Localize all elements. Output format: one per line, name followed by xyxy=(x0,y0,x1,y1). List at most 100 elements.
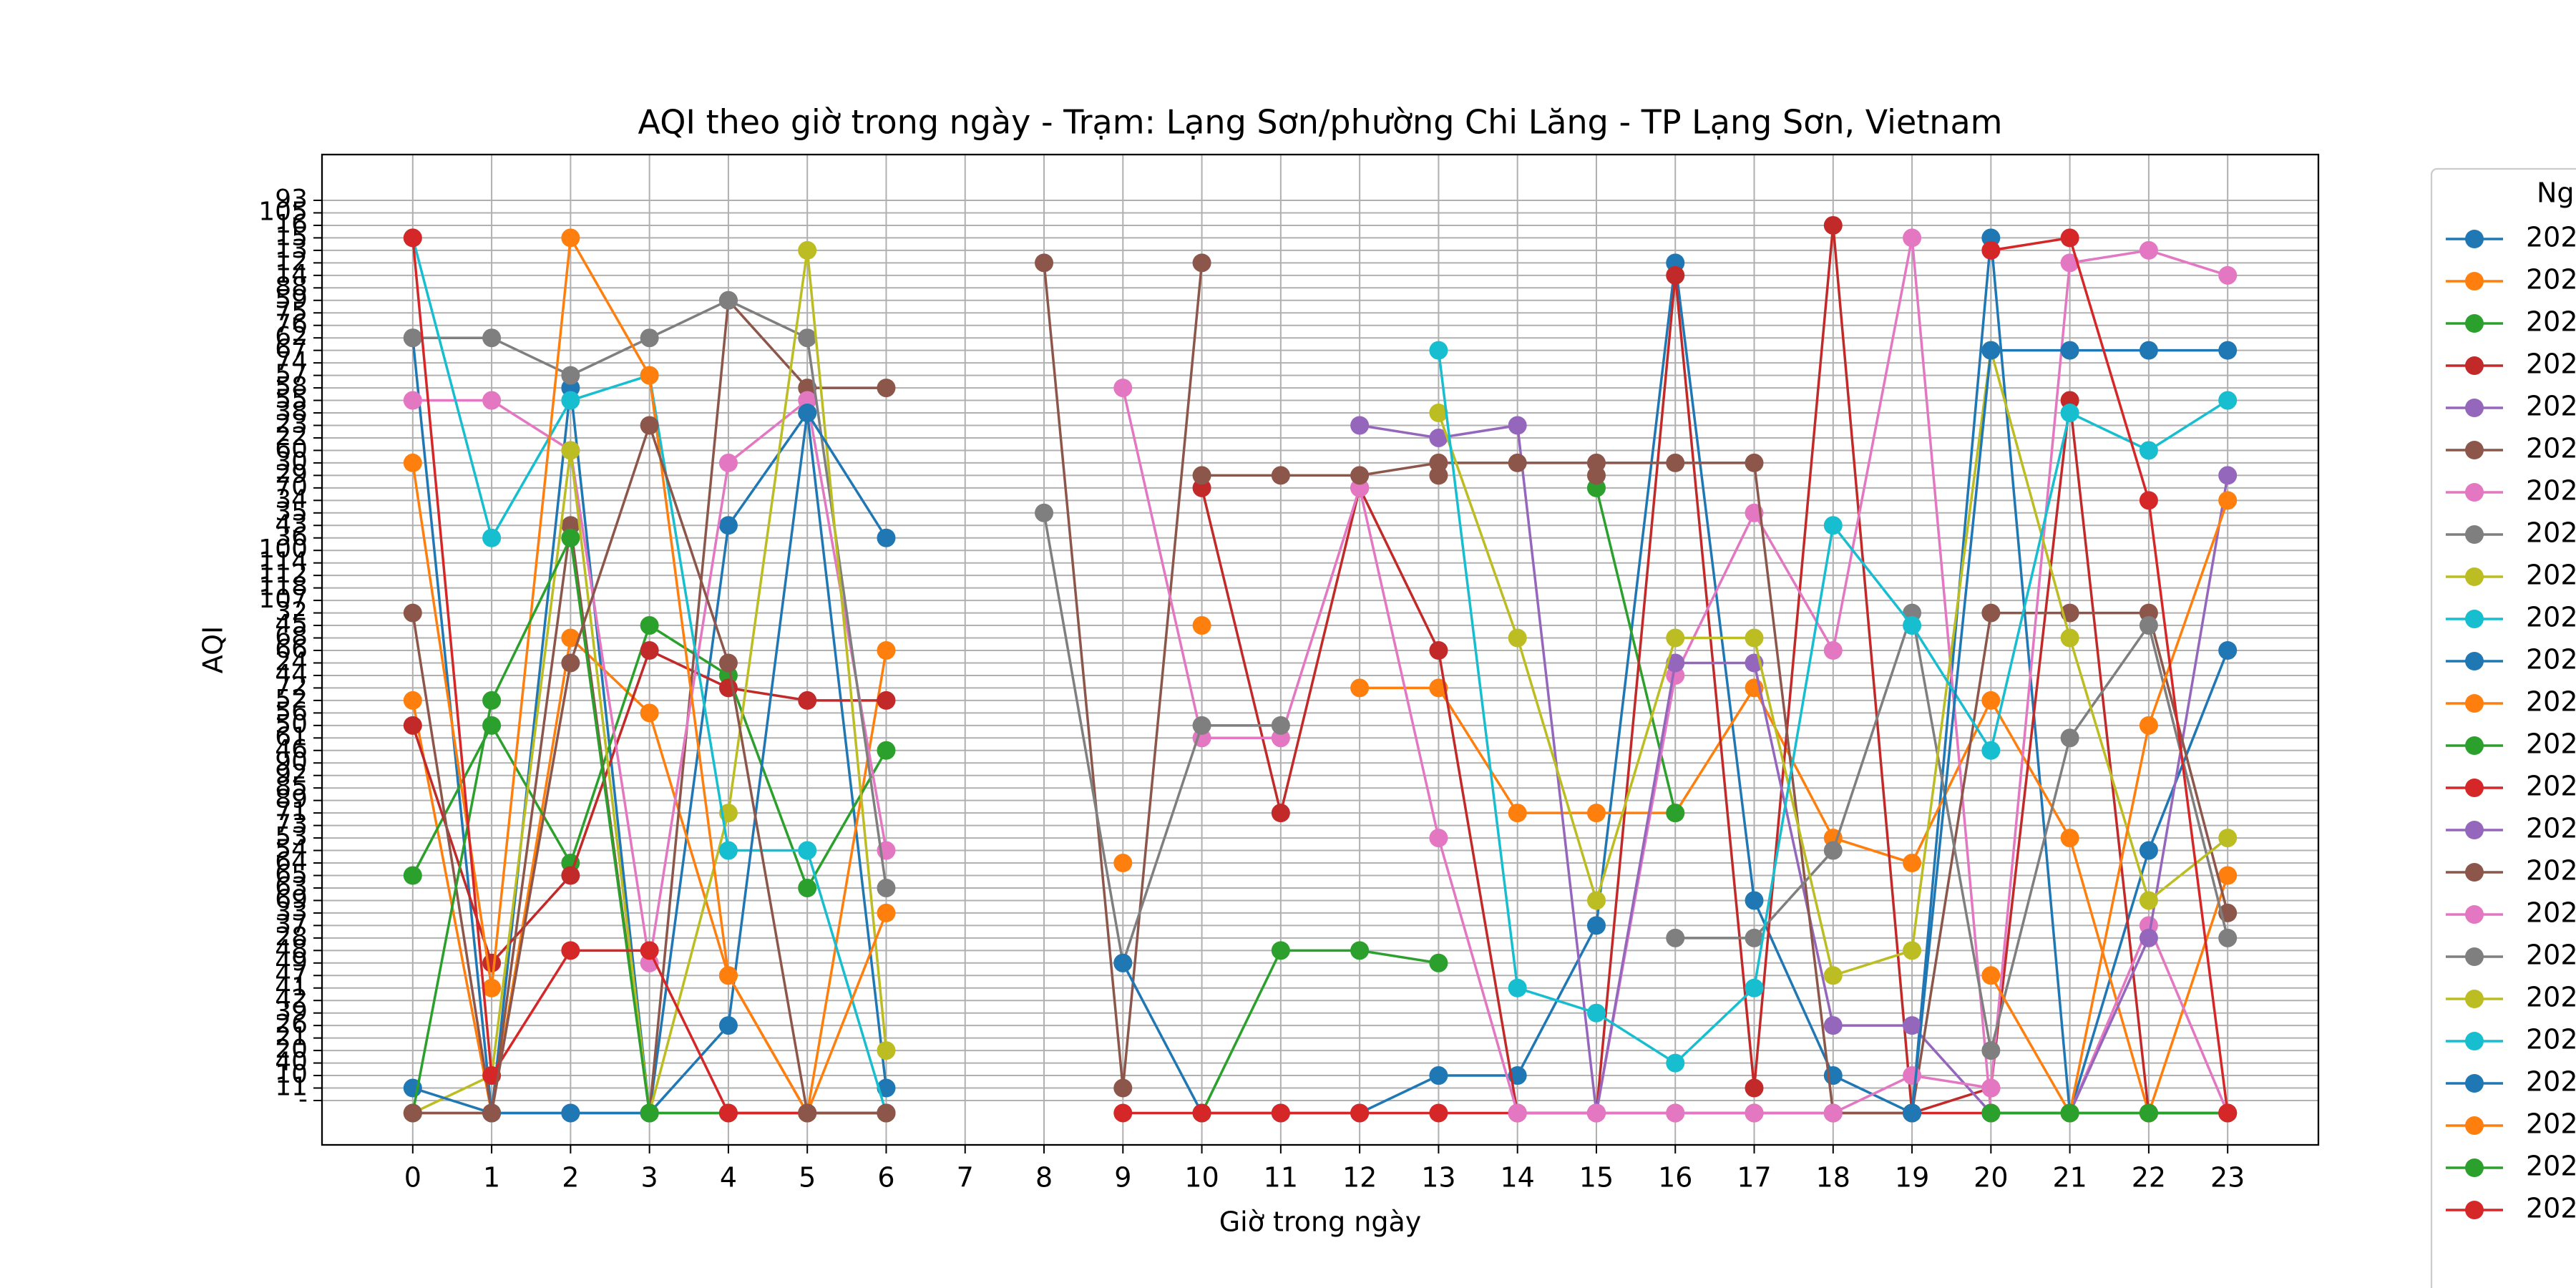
point xyxy=(1981,603,2001,623)
point xyxy=(1429,641,1448,660)
legend-marker xyxy=(2465,1158,2484,1177)
point xyxy=(877,741,896,760)
point xyxy=(403,1103,422,1123)
y-tick-label: 20 xyxy=(275,1035,308,1064)
point xyxy=(2139,716,2158,735)
x-tick-label: 1 xyxy=(483,1162,500,1194)
x-tick-label: 17 xyxy=(1737,1162,1771,1194)
point xyxy=(718,841,738,860)
x-axis-label: Giờ trong ngày xyxy=(1219,1206,1422,1238)
legend-marker xyxy=(2465,821,2484,839)
point xyxy=(482,1103,502,1123)
point xyxy=(1508,978,1527,997)
point xyxy=(1113,854,1133,873)
y-tick-label: 61 xyxy=(275,722,308,751)
point xyxy=(2139,240,2158,260)
point xyxy=(640,703,659,723)
point xyxy=(640,416,659,435)
x-tick-label: 7 xyxy=(957,1162,974,1194)
legend-marker xyxy=(2465,1032,2484,1050)
point xyxy=(2060,1103,2079,1123)
x-tick-label: 3 xyxy=(641,1162,658,1194)
point xyxy=(1508,628,1527,648)
point xyxy=(1666,653,1685,673)
y-tick-label: 85 xyxy=(275,772,308,801)
point xyxy=(1035,253,1054,273)
x-tick-label: 23 xyxy=(2210,1162,2245,1194)
point xyxy=(640,366,659,385)
y-tick-label: 16 xyxy=(275,210,308,239)
point xyxy=(718,516,738,535)
y-tick-label: 65 xyxy=(275,860,308,889)
y-tick-label: 56 xyxy=(275,697,308,726)
point xyxy=(561,1103,580,1123)
series-line xyxy=(412,421,2229,1115)
point xyxy=(561,441,580,460)
point xyxy=(640,328,659,348)
y-tick-label: 76 xyxy=(275,310,308,339)
point xyxy=(1271,1103,1290,1123)
point xyxy=(1666,1103,1685,1123)
point xyxy=(798,1103,817,1123)
point xyxy=(1823,641,1843,660)
legend-marker xyxy=(2465,441,2484,459)
y-tick-label: - xyxy=(298,1085,308,1114)
point xyxy=(2139,616,2158,635)
legend-marker xyxy=(2465,905,2484,924)
point xyxy=(1903,1016,1922,1035)
point xyxy=(1666,628,1685,648)
point xyxy=(1745,1103,1764,1123)
point xyxy=(1429,428,1448,447)
y-tick-label: 49 xyxy=(275,947,308,977)
y-tick-label: 26 xyxy=(275,1010,308,1039)
point xyxy=(2060,628,2079,648)
legend-label: 202 xyxy=(2526,222,2576,253)
point xyxy=(1745,891,1764,910)
legend-label: 202 xyxy=(2526,855,2576,887)
x-tick-label: 4 xyxy=(720,1162,737,1194)
point xyxy=(1429,1103,1448,1123)
y-tick-label: 62 xyxy=(275,322,308,351)
point xyxy=(1508,1103,1527,1123)
legend-label: 202 xyxy=(2526,433,2576,464)
legend-label: 202 xyxy=(2526,686,2576,718)
legend: Ng 202 202 202 202 202 202 202 202 202 202 202 202 2… xyxy=(2430,167,2576,1288)
y-tick-label: 23 xyxy=(275,410,308,439)
grid: 0 1 2 3 4 5 6 7 8 9 10 11 12 13 14 15 16 17 18 19 20 21 22 23-1… xyxy=(258,155,2318,1194)
y-tick-label: 105 xyxy=(258,197,308,226)
point xyxy=(1823,841,1843,860)
point xyxy=(1745,628,1764,648)
legend-marker xyxy=(2465,779,2484,797)
point xyxy=(561,628,580,648)
point xyxy=(1113,1078,1133,1098)
legend-marker xyxy=(2465,736,2484,755)
point xyxy=(1429,453,1448,472)
legend-label: 202 xyxy=(2526,560,2576,591)
point xyxy=(1192,1103,1211,1123)
y-tick-label: 100 xyxy=(258,535,308,564)
x-tick-label: 19 xyxy=(1895,1162,1929,1194)
point xyxy=(798,841,817,860)
point xyxy=(1903,1103,1922,1123)
point xyxy=(1113,1103,1133,1123)
point xyxy=(2218,341,2238,360)
legend-label: 202 xyxy=(2526,348,2576,380)
point xyxy=(403,866,422,885)
x-tick-label: 20 xyxy=(1974,1162,2008,1194)
point xyxy=(482,953,502,972)
point xyxy=(482,391,502,410)
legend-label: 202 xyxy=(2526,475,2576,507)
y-tick-label: 48 xyxy=(275,935,308,964)
point xyxy=(2218,829,2238,848)
x-tick-label: 10 xyxy=(1184,1162,1219,1194)
y-tick-label: 42 xyxy=(275,985,308,1014)
point xyxy=(2139,928,2158,947)
point xyxy=(1429,829,1448,848)
point xyxy=(2218,1103,2238,1123)
point xyxy=(718,453,738,472)
point xyxy=(1113,379,1133,398)
legend-marker xyxy=(2465,399,2484,417)
y-tick-label: 58 xyxy=(275,372,308,401)
point xyxy=(1823,516,1843,535)
y-tick-label: 47 xyxy=(275,960,308,989)
